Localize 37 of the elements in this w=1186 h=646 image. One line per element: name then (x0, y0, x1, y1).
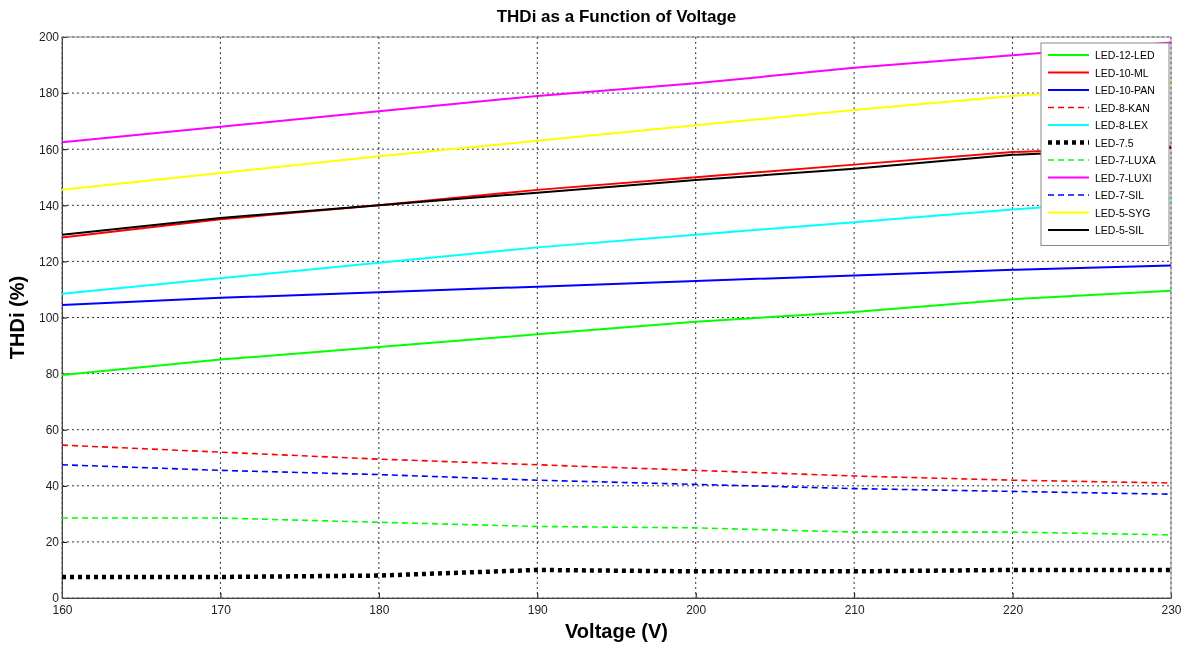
y-tick-label: 80 (45, 366, 60, 381)
x-tick-label: 190 (527, 603, 549, 618)
legend-label: LED-10-ML (1095, 66, 1149, 79)
legend-label: LED-8-KAN (1095, 101, 1150, 114)
legend-label: LED-5-SYG (1095, 206, 1151, 219)
x-tick-label: 230 (1161, 603, 1182, 618)
legend-label: LED-7-LUXA (1095, 154, 1156, 166)
line-series (62, 517, 1171, 536)
y-tick-label: 140 (38, 198, 60, 213)
y-tick-label: 100 (38, 310, 60, 325)
y-tick-label: 60 (45, 423, 60, 438)
x-tick-label: 220 (1003, 603, 1024, 618)
x-tick-label: 180 (369, 603, 390, 618)
line-series (62, 289, 1171, 376)
line-series (62, 83, 1171, 191)
legend-label: LED-7-LUXI (1095, 171, 1152, 184)
legend-label: LED-8-LEX (1095, 119, 1149, 131)
y-tick-label: 160 (38, 142, 60, 157)
legend-label: LED-5-SIL (1095, 224, 1145, 236)
legend-label: LED-10-PAN (1095, 84, 1155, 96)
y-tick-label: 200 (38, 30, 60, 45)
line-series (62, 264, 1171, 306)
legend-label: LED-7-SIL (1095, 189, 1145, 201)
x-tick-label: 210 (844, 603, 865, 618)
y-tick-label: 40 (45, 479, 60, 494)
y-tick-label: 180 (38, 86, 60, 101)
line-series (62, 463, 1171, 496)
y-tick-label: 120 (38, 254, 60, 269)
legend-label: LED-7.5 (1095, 136, 1134, 149)
legend-label: LED-12-LED (1095, 49, 1155, 61)
x-axis-title: Voltage (V) (565, 620, 668, 642)
y-tick-label: 0 (52, 591, 60, 606)
y-tick-label: 20 (45, 535, 60, 550)
y-axis-title: THDi (%) (6, 275, 28, 360)
x-tick-label: 200 (686, 603, 707, 618)
x-tick-label: 170 (210, 603, 232, 618)
chart-title: THDi as a Function of Voltage (496, 7, 737, 26)
